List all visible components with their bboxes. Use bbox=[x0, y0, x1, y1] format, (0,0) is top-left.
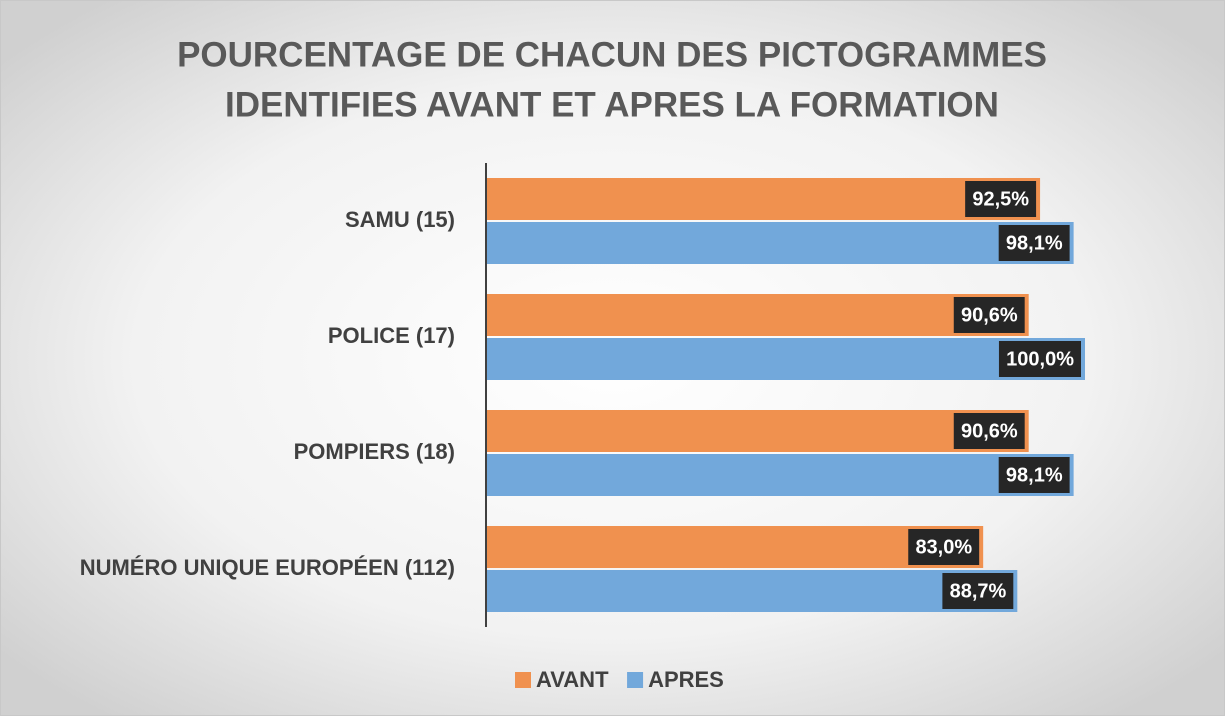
bar bbox=[486, 338, 1085, 380]
data-label: 98,1% bbox=[1006, 232, 1063, 254]
y-tick-label: POLICE (17) bbox=[328, 323, 455, 348]
legend-label: APRES bbox=[648, 667, 724, 692]
bar bbox=[486, 178, 1041, 220]
bar bbox=[486, 454, 1074, 496]
legend-label: AVANT bbox=[536, 667, 609, 692]
data-label-box bbox=[998, 457, 1070, 493]
y-tick-label: POMPIERS (18) bbox=[294, 439, 455, 464]
data-label: 83,0% bbox=[915, 536, 972, 558]
data-label: 90,6% bbox=[961, 420, 1018, 442]
data-label-box bbox=[953, 297, 1025, 333]
bar bbox=[486, 410, 1029, 452]
chart-title: POURCENTAGE DE CHACUN DES PICTOGRAMMES bbox=[177, 35, 1047, 74]
y-tick-label: NUMÉRO UNIQUE EUROPÉEN (112) bbox=[80, 555, 455, 580]
data-label-box bbox=[953, 413, 1025, 449]
data-label-box bbox=[998, 341, 1081, 377]
legend-swatch bbox=[515, 672, 531, 688]
data-label-box bbox=[965, 181, 1037, 217]
bar bbox=[486, 222, 1074, 264]
data-label: 92,5% bbox=[972, 188, 1029, 210]
legend-swatch bbox=[627, 672, 644, 688]
data-label: 98,1% bbox=[1006, 464, 1063, 486]
data-label-box bbox=[998, 225, 1070, 261]
data-label: 88,7% bbox=[950, 580, 1007, 602]
chart-title: IDENTIFIES AVANT ET APRES LA FORMATION bbox=[225, 85, 999, 124]
bar bbox=[486, 526, 984, 568]
data-label-box bbox=[908, 529, 980, 565]
bar bbox=[486, 294, 1029, 336]
data-label-box bbox=[942, 573, 1014, 609]
data-label: 100,0% bbox=[1006, 348, 1074, 370]
y-tick-label: SAMU (15) bbox=[345, 207, 455, 232]
data-label: 90,6% bbox=[961, 304, 1018, 326]
bar bbox=[486, 570, 1018, 612]
